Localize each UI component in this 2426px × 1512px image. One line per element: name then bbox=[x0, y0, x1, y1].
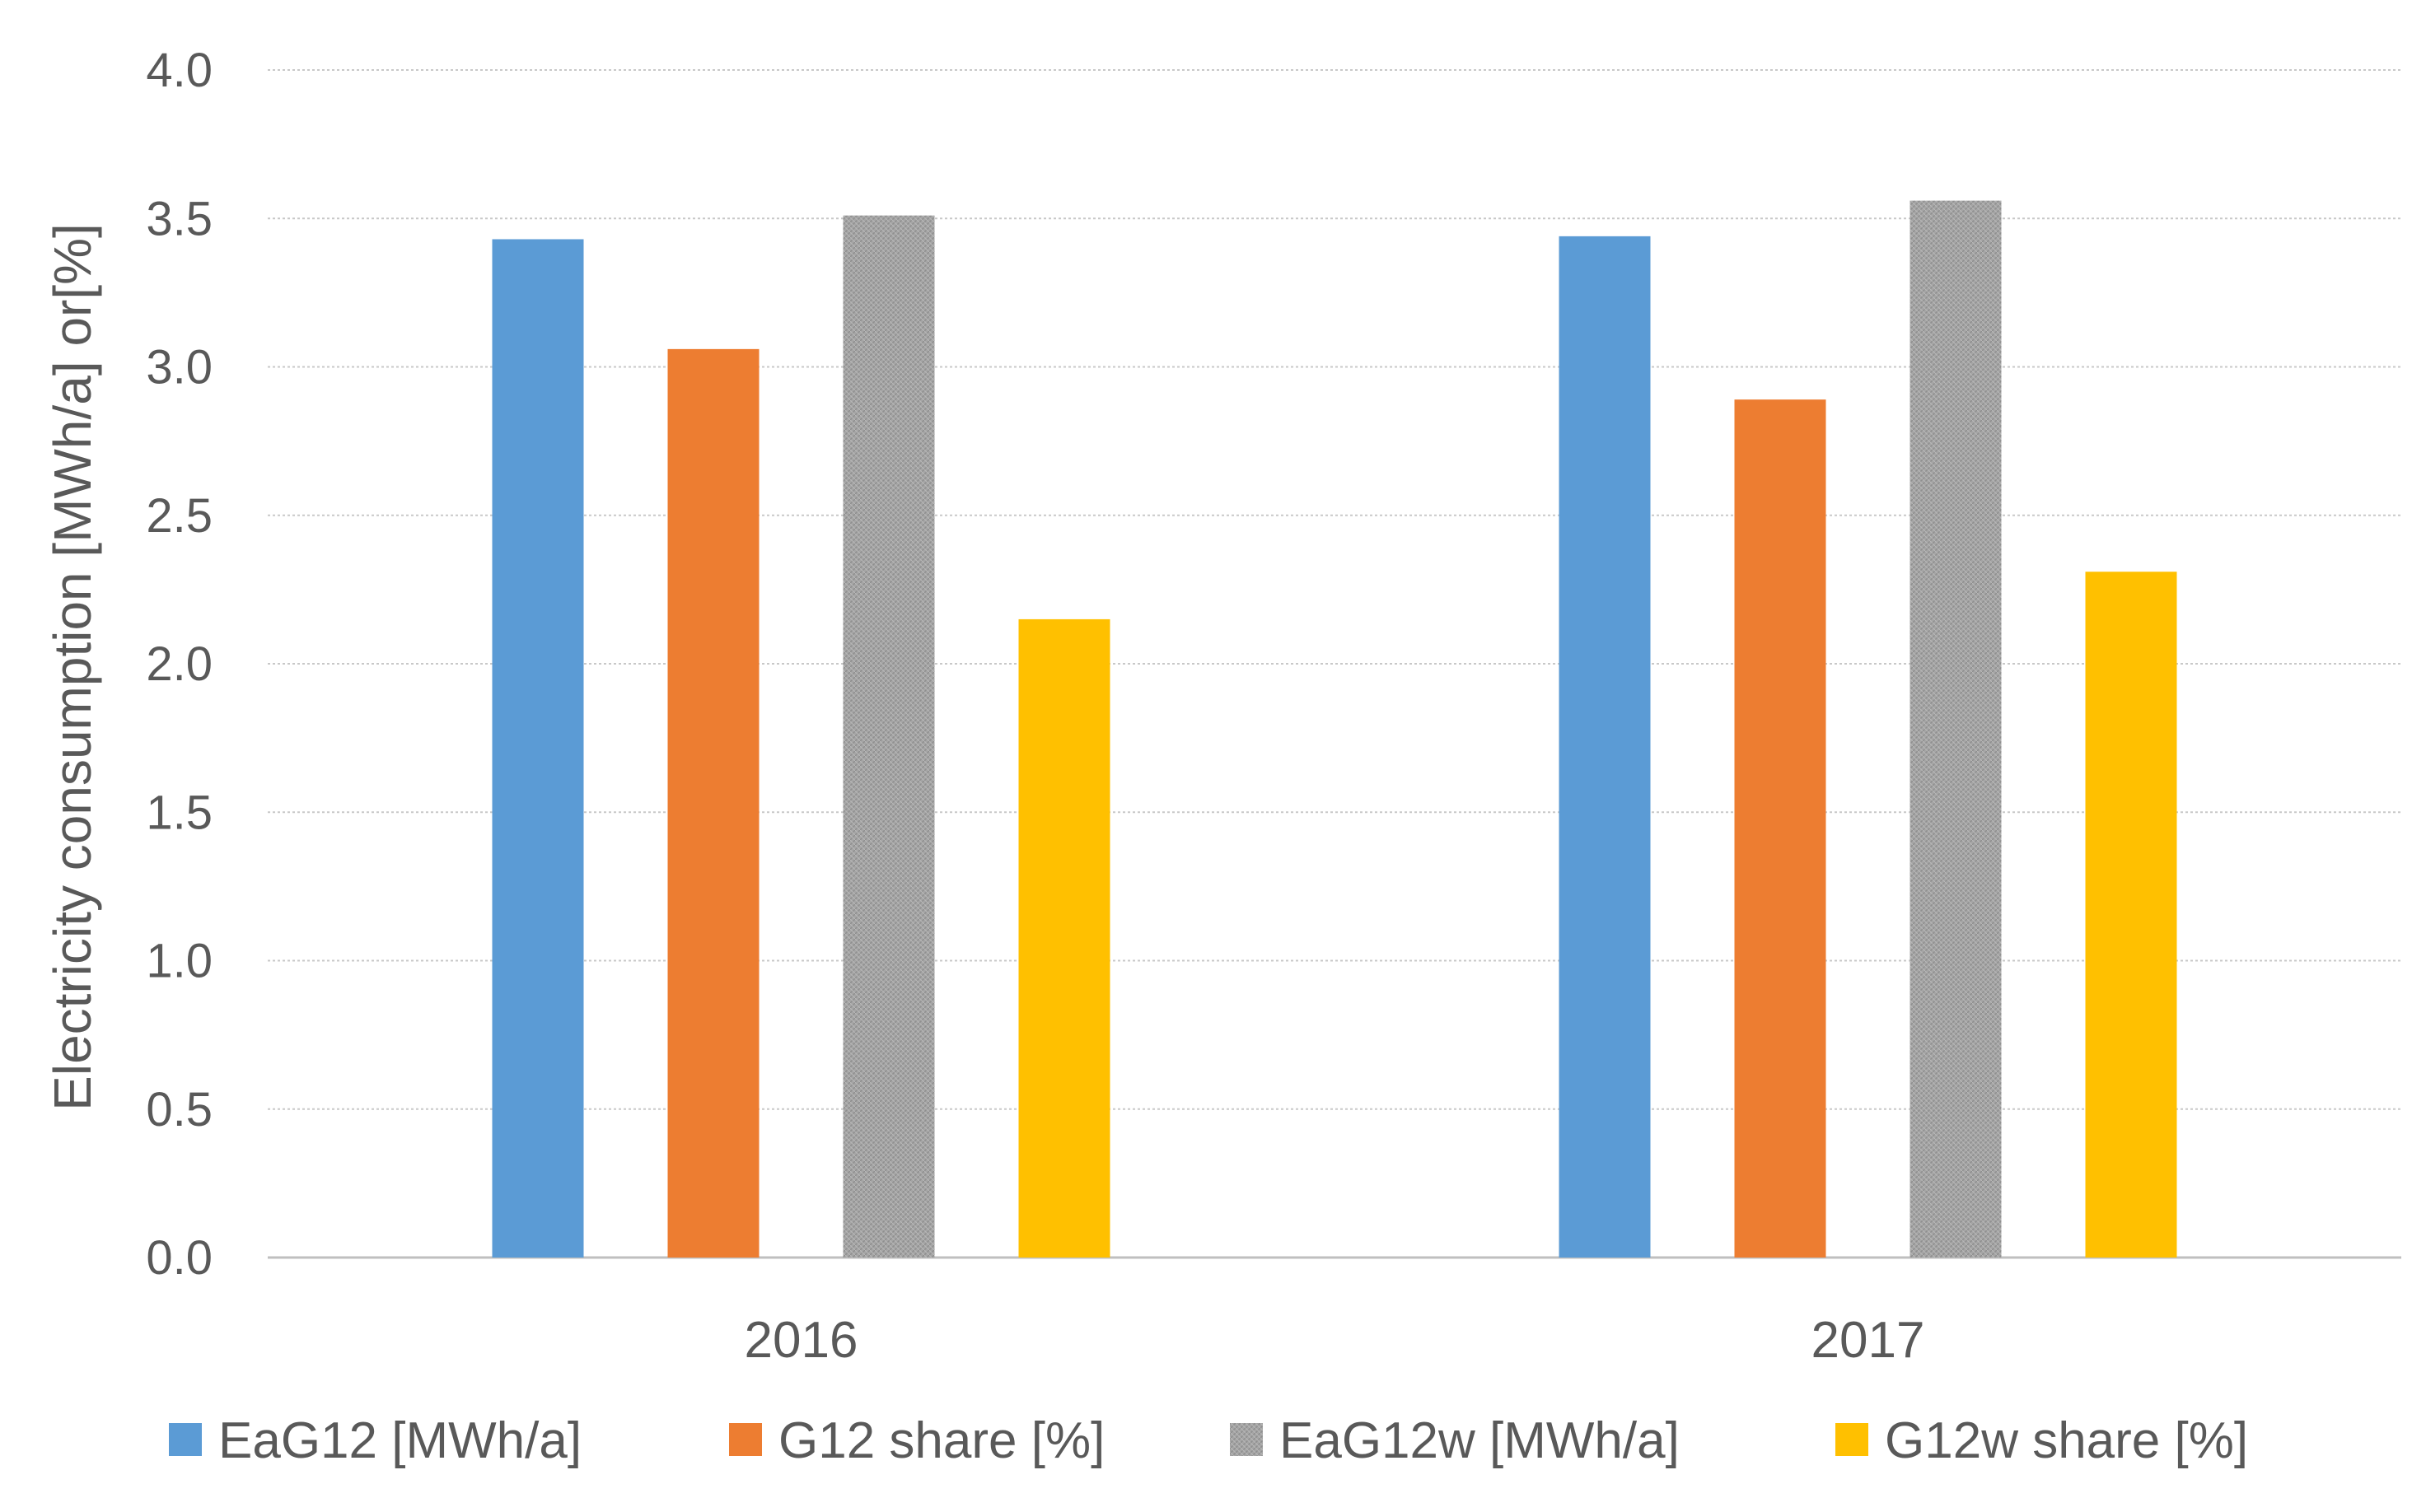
y-tick-label-5: 2.5 bbox=[146, 489, 213, 543]
legend-label-1: G12 share [%] bbox=[778, 1412, 1105, 1469]
y-tick-label-1: 0.5 bbox=[146, 1083, 213, 1136]
legend-swatch-3 bbox=[1835, 1423, 1868, 1456]
bar-2016-series-1 bbox=[667, 348, 760, 1258]
legend-swatch-0 bbox=[169, 1423, 202, 1456]
bar-2016-series-0 bbox=[492, 239, 584, 1258]
y-tick-label-6: 3.0 bbox=[146, 341, 213, 394]
bar-2017-series-3 bbox=[2085, 572, 2177, 1258]
bar-2017-series-2 bbox=[1909, 200, 2002, 1258]
y-tick-label-2: 1.0 bbox=[146, 935, 213, 988]
bars bbox=[492, 200, 2177, 1258]
x-category-label-2016: 2016 bbox=[745, 1312, 858, 1369]
x-category-label-2017: 2017 bbox=[1811, 1312, 1925, 1369]
legend-label-0: EaG12 [MWh/a] bbox=[218, 1412, 582, 1469]
y-tick-label-4: 2.0 bbox=[146, 637, 213, 691]
y-axis-title: Electricity consumption [MWh/a] or[%] bbox=[43, 223, 102, 1111]
gridlines bbox=[268, 69, 2401, 1259]
legend-swatch-2 bbox=[1230, 1423, 1263, 1456]
y-axis-ticks: 0.0 0.5 1.0 1.5 2.0 2.5 3.0 3.5 4.0 bbox=[146, 44, 213, 1285]
legend: EaG12 [MWh/a] G12 share [%] EaG12w [MWh/a]… bbox=[169, 1412, 2248, 1469]
y-tick-label-7: 3.5 bbox=[146, 192, 213, 245]
bar-2017-series-1 bbox=[1734, 399, 1826, 1258]
bar-2016-series-2 bbox=[843, 215, 935, 1258]
legend-label-3: G12w share [%] bbox=[1885, 1412, 2248, 1469]
y-tick-label-8: 4.0 bbox=[146, 44, 213, 97]
y-tick-label-3: 1.5 bbox=[146, 786, 213, 839]
x-axis-categories: 2016 2017 bbox=[745, 1312, 1925, 1369]
bar-2016-series-3 bbox=[1018, 618, 1110, 1258]
y-tick-label-0: 0.0 bbox=[146, 1231, 213, 1285]
bar-2017-series-0 bbox=[1559, 236, 1651, 1258]
legend-label-2: EaG12w [MWh/a] bbox=[1279, 1412, 1680, 1469]
legend-swatch-1 bbox=[729, 1423, 762, 1456]
